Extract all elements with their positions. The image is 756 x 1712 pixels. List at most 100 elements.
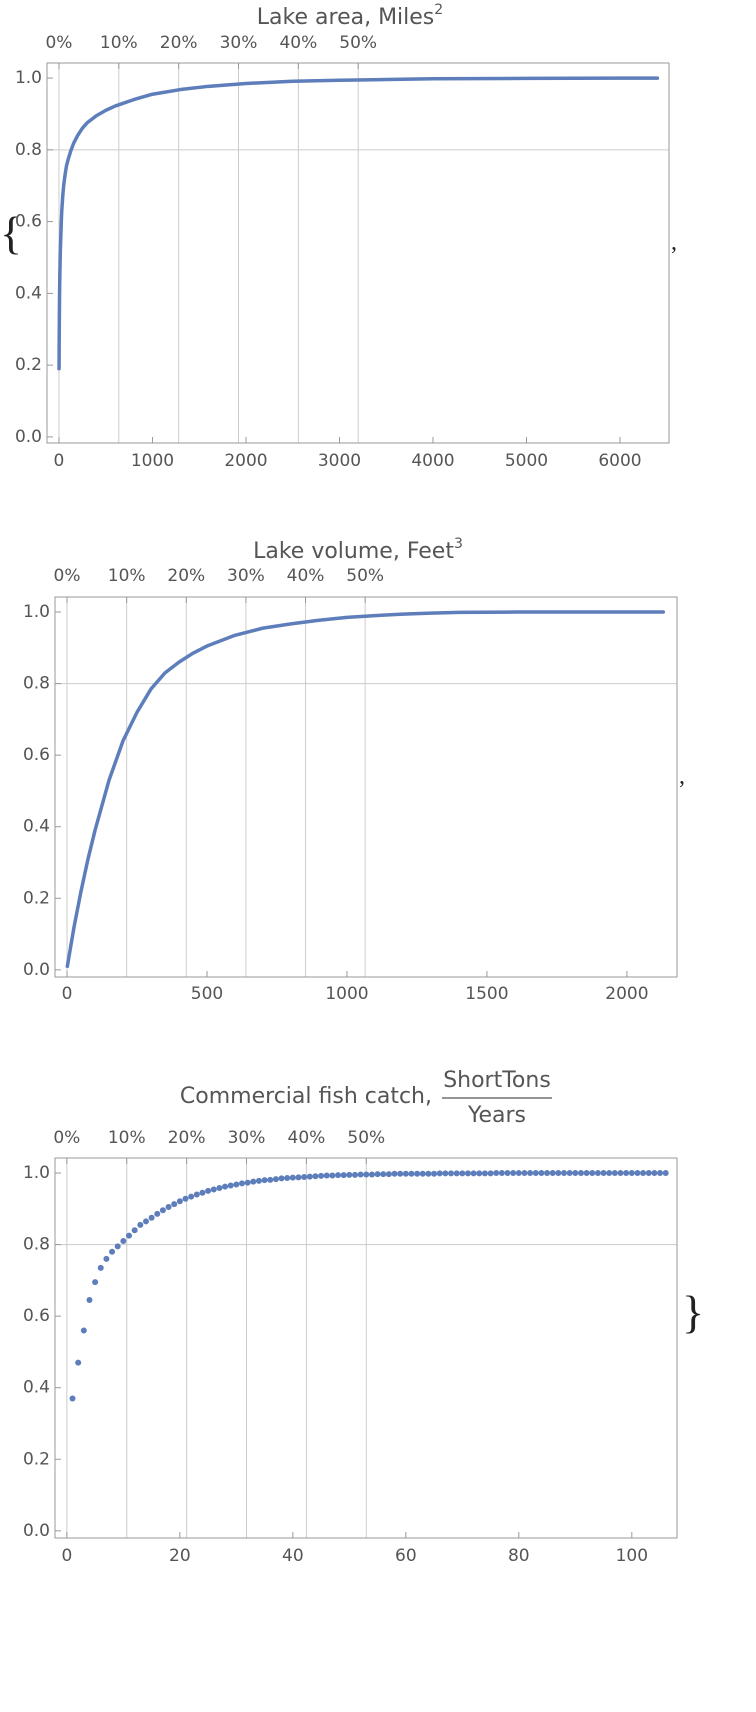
chart-title: Lake area, Miles2: [257, 2, 443, 30]
data-point: [470, 1170, 477, 1177]
data-point: [532, 1170, 539, 1177]
data-point: [346, 1171, 353, 1178]
top-tick-label: 10%: [100, 33, 138, 53]
data-point: [323, 1172, 330, 1179]
x-tick-label: 3000: [318, 451, 361, 471]
data-point: [566, 1170, 573, 1177]
data-point: [657, 1170, 664, 1177]
top-tick-label: 0%: [53, 1128, 80, 1148]
data-point: [295, 1174, 302, 1181]
data-point: [521, 1170, 528, 1177]
x-tick-label: 100: [616, 1546, 648, 1566]
data-point: [97, 1264, 104, 1271]
x-tick-label: 500: [191, 984, 223, 1004]
plot-frame: [54, 596, 678, 978]
chart-title: Commercial fish catch,: [180, 1084, 432, 1109]
data-point: [583, 1170, 590, 1177]
y-tick-label: 0.8: [15, 140, 42, 160]
data-point: [137, 1221, 144, 1228]
title-exponent: 3: [454, 536, 463, 552]
x-tick-label: 4000: [411, 451, 454, 471]
data-point: [148, 1214, 155, 1221]
x-tick-label: 1000: [325, 984, 368, 1004]
data-point: [448, 1170, 455, 1177]
data-point: [216, 1185, 223, 1192]
data-point: [142, 1218, 149, 1225]
data-point: [510, 1170, 517, 1177]
top-tick-label: 10%: [108, 566, 146, 586]
x-tick-label: 2000: [224, 451, 267, 471]
data-point: [182, 1195, 189, 1202]
top-tick-label: 20%: [168, 1128, 206, 1148]
data-point: [385, 1171, 392, 1178]
data-point: [594, 1170, 601, 1177]
data-point: [600, 1170, 607, 1177]
y-tick-label: 0.8: [23, 674, 50, 694]
data-point: [233, 1181, 240, 1188]
x-tick-label: 1000: [131, 451, 174, 471]
data-point: [476, 1170, 483, 1177]
x-tick-label: 0: [61, 1546, 72, 1566]
data-point: [171, 1201, 178, 1208]
y-tick-label: 0.2: [15, 355, 42, 375]
top-tick-label: 30%: [227, 566, 265, 586]
y-tick-label: 0.0: [23, 960, 50, 980]
top-tick-label: 50%: [346, 566, 384, 586]
data-point: [255, 1177, 262, 1184]
data-point: [272, 1176, 279, 1183]
data-point: [238, 1180, 245, 1187]
x-tick-label: 1500: [465, 984, 508, 1004]
data-point: [363, 1171, 370, 1178]
data-point: [126, 1232, 133, 1239]
y-tick-label: 0.0: [23, 1521, 50, 1541]
separator: ,: [679, 764, 685, 790]
data-point: [628, 1170, 635, 1177]
y-tick-label: 0.2: [23, 1449, 50, 1469]
data-point: [199, 1189, 206, 1196]
data-point: [69, 1395, 76, 1402]
data-point: [329, 1172, 336, 1179]
data-point: [92, 1279, 99, 1286]
data-point: [481, 1170, 488, 1177]
data-point: [188, 1193, 195, 1200]
separator: ,: [671, 230, 677, 256]
y-tick-label: 0.6: [23, 745, 50, 765]
data-point: [284, 1175, 291, 1182]
data-point: [318, 1172, 325, 1179]
list-open: {: [0, 208, 22, 259]
data-point: [368, 1171, 375, 1178]
data-point: [222, 1183, 229, 1190]
data-point: [103, 1255, 110, 1262]
data-point: [577, 1170, 584, 1177]
data-point: [80, 1327, 87, 1334]
y-tick-label: 0.0: [15, 427, 42, 447]
data-point: [606, 1170, 613, 1177]
data-point: [408, 1170, 415, 1177]
data-point: [176, 1198, 183, 1205]
data-point: [193, 1191, 200, 1198]
data-point: [391, 1170, 398, 1177]
data-point: [662, 1170, 669, 1177]
top-tick-label: 0%: [54, 566, 81, 586]
top-tick-label: 50%: [339, 33, 377, 53]
data-point: [75, 1359, 82, 1366]
data-point: [611, 1170, 618, 1177]
data-point: [267, 1176, 274, 1183]
data-point: [244, 1179, 251, 1186]
x-tick-label: 6000: [598, 451, 641, 471]
data-point: [617, 1170, 624, 1177]
title-denominator: Years: [467, 1103, 526, 1128]
data-point: [572, 1170, 579, 1177]
data-point: [493, 1170, 500, 1177]
data-point: [442, 1170, 449, 1177]
data-point: [527, 1170, 534, 1177]
top-tick-label: 30%: [220, 33, 258, 53]
data-point: [278, 1175, 285, 1182]
data-point: [131, 1227, 138, 1234]
data-point: [250, 1178, 257, 1185]
y-tick-label: 0.2: [23, 888, 50, 908]
data-point: [623, 1170, 630, 1177]
data-point: [154, 1210, 161, 1217]
data-point: [227, 1182, 234, 1189]
